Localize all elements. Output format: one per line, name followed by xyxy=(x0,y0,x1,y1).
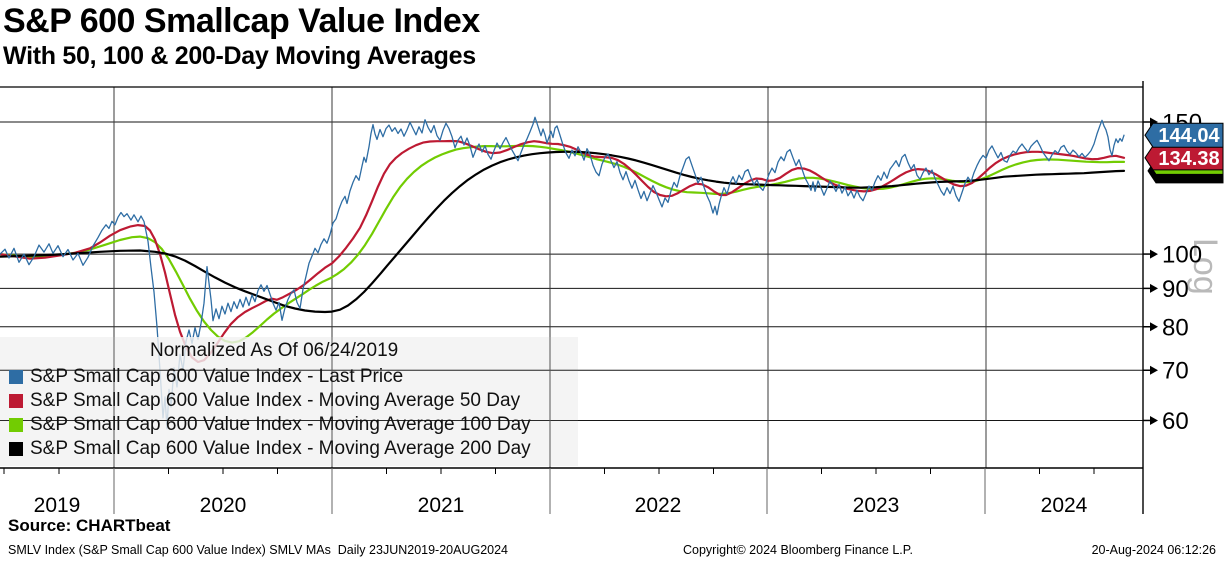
legend: Normalized As Of 06/24/2019 S&P Small Ca… xyxy=(0,337,578,466)
y-tick-label: 100 xyxy=(1162,242,1202,269)
chart-subtitle: With 50, 100 & 200-Day Moving Averages xyxy=(3,42,476,70)
source-label: Source: CHARTbeat xyxy=(8,516,171,535)
series-last-price xyxy=(0,116,1125,430)
normalized-note: Normalized As Of 06/24/2019 xyxy=(150,340,399,361)
legend-row-ma200: S&P Small Cap 600 Value Index - Moving A… xyxy=(0,437,531,461)
legend-label: S&P Small Cap 600 Value Index - Moving A… xyxy=(30,438,531,459)
chart-title: S&P 600 Smallcap Value Index xyxy=(3,2,480,40)
price-tag xyxy=(1144,122,1224,148)
series-moving-average-50-day xyxy=(0,139,1126,364)
x-tick-label: 2023 xyxy=(853,494,900,517)
legend-row-ma50: S&P Small Cap 600 Value Index - Moving A… xyxy=(0,389,520,413)
y-tick-arrow-icon xyxy=(1150,249,1158,259)
y-tick-label: 90 xyxy=(1162,276,1189,303)
ma200-swatch-icon xyxy=(9,442,23,456)
price-tag xyxy=(1144,145,1224,171)
price-tag-value: 144.04 xyxy=(1158,125,1220,147)
last-price-swatch-icon xyxy=(9,370,23,384)
ma50-swatch-icon xyxy=(9,394,23,408)
timestamp: 20-Aug-2024 06:12:26 xyxy=(1091,543,1216,557)
x-tick-label: 2020 xyxy=(200,494,247,517)
log-scale-label: Log xyxy=(1186,238,1224,295)
y-tick-arrow-icon xyxy=(1150,322,1158,332)
y-tick-label: 70 xyxy=(1162,358,1189,385)
legend-box xyxy=(0,337,578,466)
legend-label: S&P Small Cap 600 Value Index - Moving A… xyxy=(30,414,531,435)
price-tag-value: 134.38 xyxy=(1158,148,1219,170)
y-tick-label: 80 xyxy=(1162,314,1189,341)
y-tick-label: 60 xyxy=(1162,408,1189,435)
x-tick-label: 2021 xyxy=(418,494,465,517)
x-tick-label: 2019 xyxy=(34,494,81,517)
y-tick-arrow-icon xyxy=(1150,415,1158,425)
series-moving-average-100-day xyxy=(0,144,1126,344)
copyright-notice: Copyright© 2024 Bloomberg Finance L.P. xyxy=(683,543,913,557)
legend-row-last-price: S&P Small Cap 600 Value Index - Last Pri… xyxy=(0,365,403,389)
ma100-swatch-icon xyxy=(9,418,23,432)
ticker-description: SMLV Index (S&P Small Cap 600 Value Inde… xyxy=(8,543,509,557)
legend-row-ma100: S&P Small Cap 600 Value Index - Moving A… xyxy=(0,413,531,437)
x-tick-label: 2022 xyxy=(635,494,682,517)
legend-label: S&P Small Cap 600 Value Index - Moving A… xyxy=(30,390,521,411)
series-moving-average-200-day xyxy=(0,150,1126,314)
y-tick-arrow-icon xyxy=(1150,365,1158,375)
y-tick-arrow-icon xyxy=(1150,283,1158,293)
legend-label: S&P Small Cap 600 Value Index - Last Pri… xyxy=(30,366,404,387)
x-tick-label: 2024 xyxy=(1041,494,1088,517)
